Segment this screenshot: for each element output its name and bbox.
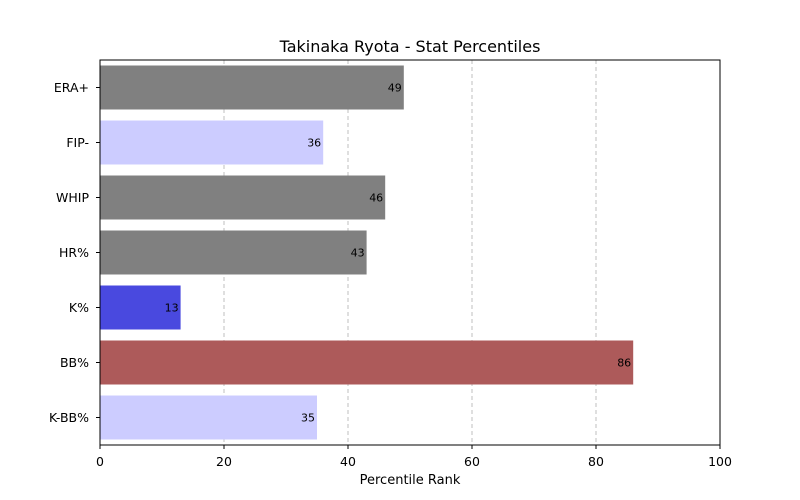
x-tick-label: 20 bbox=[216, 454, 232, 469]
bar bbox=[100, 285, 181, 330]
y-tick-label: BB% bbox=[60, 355, 89, 370]
bar bbox=[100, 230, 367, 275]
bar bbox=[100, 65, 404, 110]
y-tick-label: FIP- bbox=[66, 135, 89, 150]
data-label: 13 bbox=[165, 302, 179, 315]
y-tick-label: ERA+ bbox=[54, 80, 89, 95]
x-tick-label: 80 bbox=[588, 454, 604, 469]
bar bbox=[100, 395, 317, 440]
y-tick-label: K-BB% bbox=[49, 410, 89, 425]
bar bbox=[100, 120, 324, 165]
bars bbox=[100, 65, 634, 440]
data-label: 46 bbox=[369, 192, 383, 205]
bar bbox=[100, 175, 386, 220]
data-label: 49 bbox=[388, 82, 402, 95]
data-label: 43 bbox=[351, 247, 365, 260]
x-axis: 0 20 40 60 80 100 bbox=[96, 445, 732, 469]
data-labels: 49 36 46 43 13 86 35 bbox=[165, 82, 632, 425]
x-tick-label: 0 bbox=[96, 454, 104, 469]
x-tick-label: 60 bbox=[464, 454, 480, 469]
x-axis-label: Percentile Rank bbox=[360, 473, 461, 488]
y-axis: ERA+ FIP- WHIP HR% K% BB% K-BB% bbox=[49, 80, 100, 425]
y-tick-label: WHIP bbox=[56, 190, 89, 205]
y-tick-label: HR% bbox=[59, 245, 89, 260]
data-label: 86 bbox=[617, 357, 631, 370]
chart-title: Takinaka Ryota - Stat Percentiles bbox=[279, 37, 541, 56]
y-tick-label: K% bbox=[69, 300, 89, 315]
data-label: 35 bbox=[301, 412, 315, 425]
x-tick-label: 40 bbox=[340, 454, 356, 469]
x-tick-label: 100 bbox=[708, 454, 732, 469]
data-label: 36 bbox=[307, 137, 321, 150]
bar bbox=[100, 340, 634, 385]
